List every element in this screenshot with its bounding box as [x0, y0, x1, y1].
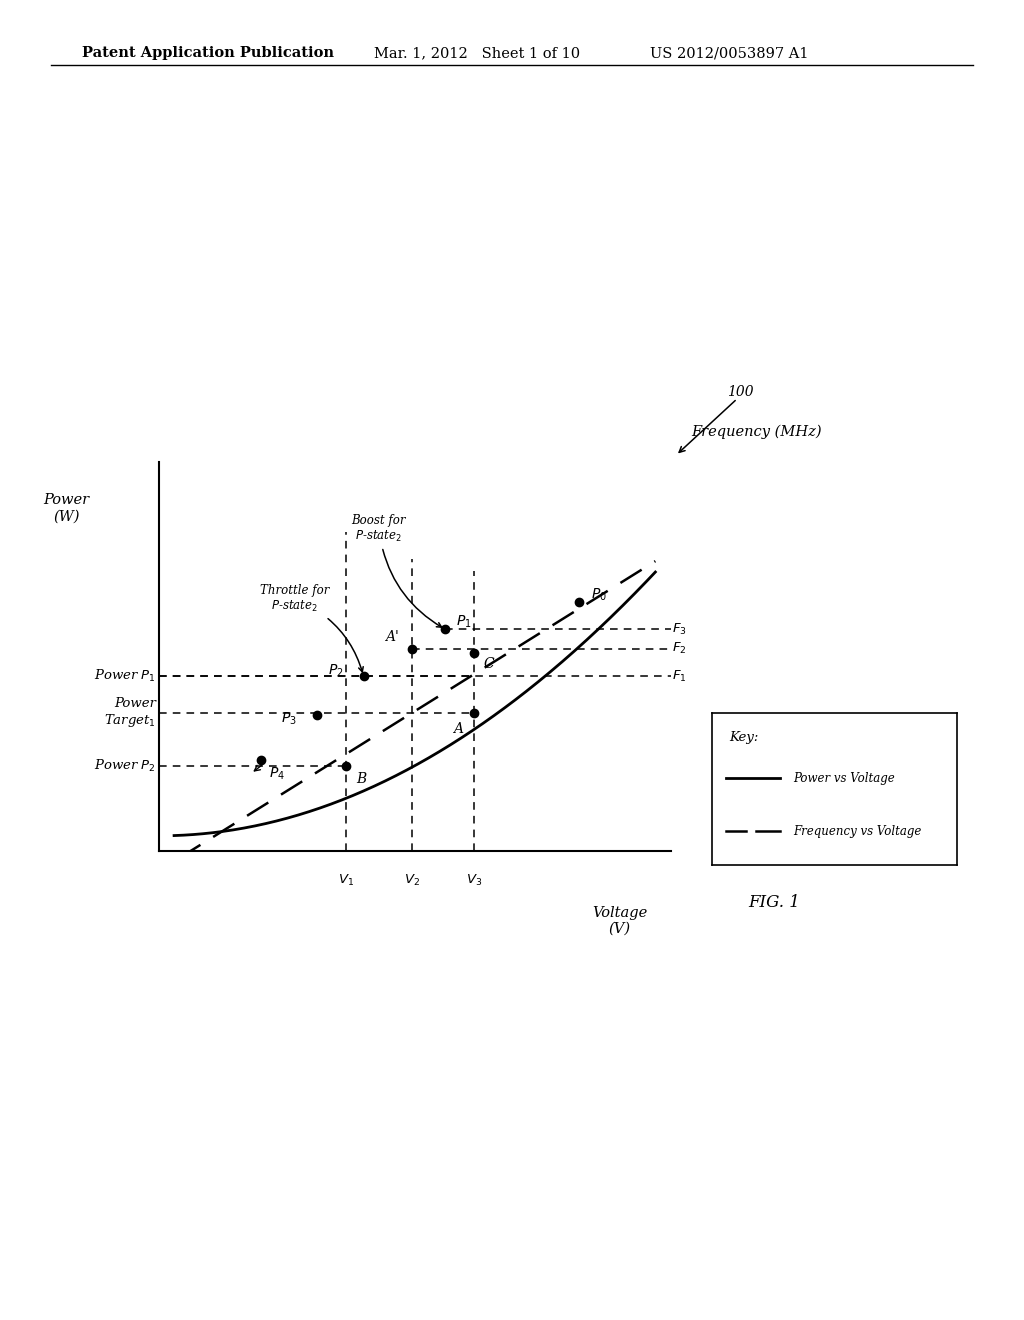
- Text: $V_2$: $V_2$: [404, 873, 420, 888]
- Text: Throttle for
$P$-state$_2$: Throttle for $P$-state$_2$: [260, 583, 364, 672]
- Text: Voltage
(V): Voltage (V): [592, 906, 647, 936]
- Text: $V_3$: $V_3$: [466, 873, 481, 888]
- Text: A: A: [454, 722, 463, 735]
- Text: Frequency (MHz): Frequency (MHz): [691, 424, 822, 438]
- Text: $P_2$: $P_2$: [328, 663, 343, 678]
- Text: Power
(W): Power (W): [43, 494, 90, 523]
- Text: A': A': [385, 630, 398, 644]
- Text: Key:: Key:: [729, 731, 758, 744]
- Text: $V_1$: $V_1$: [338, 873, 353, 888]
- Text: FIG. 1: FIG. 1: [749, 894, 801, 911]
- Text: Patent Application Publication: Patent Application Publication: [82, 46, 334, 61]
- Text: $F_3$: $F_3$: [672, 622, 687, 638]
- Text: US 2012/0053897 A1: US 2012/0053897 A1: [650, 46, 809, 61]
- Text: Power $P_1$: Power $P_1$: [94, 668, 156, 684]
- Text: $F_2$: $F_2$: [672, 642, 687, 656]
- Text: Frequency vs Voltage: Frequency vs Voltage: [793, 825, 922, 838]
- Text: 100: 100: [727, 385, 754, 399]
- Text: Power vs Voltage: Power vs Voltage: [793, 772, 895, 784]
- Text: Mar. 1, 2012   Sheet 1 of 10: Mar. 1, 2012 Sheet 1 of 10: [374, 46, 580, 61]
- Text: $P_0$: $P_0$: [592, 586, 607, 603]
- Text: Power $P_2$: Power $P_2$: [94, 758, 156, 774]
- Text: Boost for
$P$-state$_2$: Boost for $P$-state$_2$: [351, 513, 441, 627]
- Text: C: C: [484, 657, 495, 672]
- Text: $P_1$: $P_1$: [456, 614, 471, 630]
- Text: $P_4$: $P_4$: [268, 766, 285, 781]
- Text: Power
Target$_1$: Power Target$_1$: [104, 697, 156, 730]
- Text: $F_1$: $F_1$: [672, 669, 687, 684]
- Text: $P_3$: $P_3$: [282, 711, 297, 727]
- Text: B: B: [356, 772, 367, 787]
